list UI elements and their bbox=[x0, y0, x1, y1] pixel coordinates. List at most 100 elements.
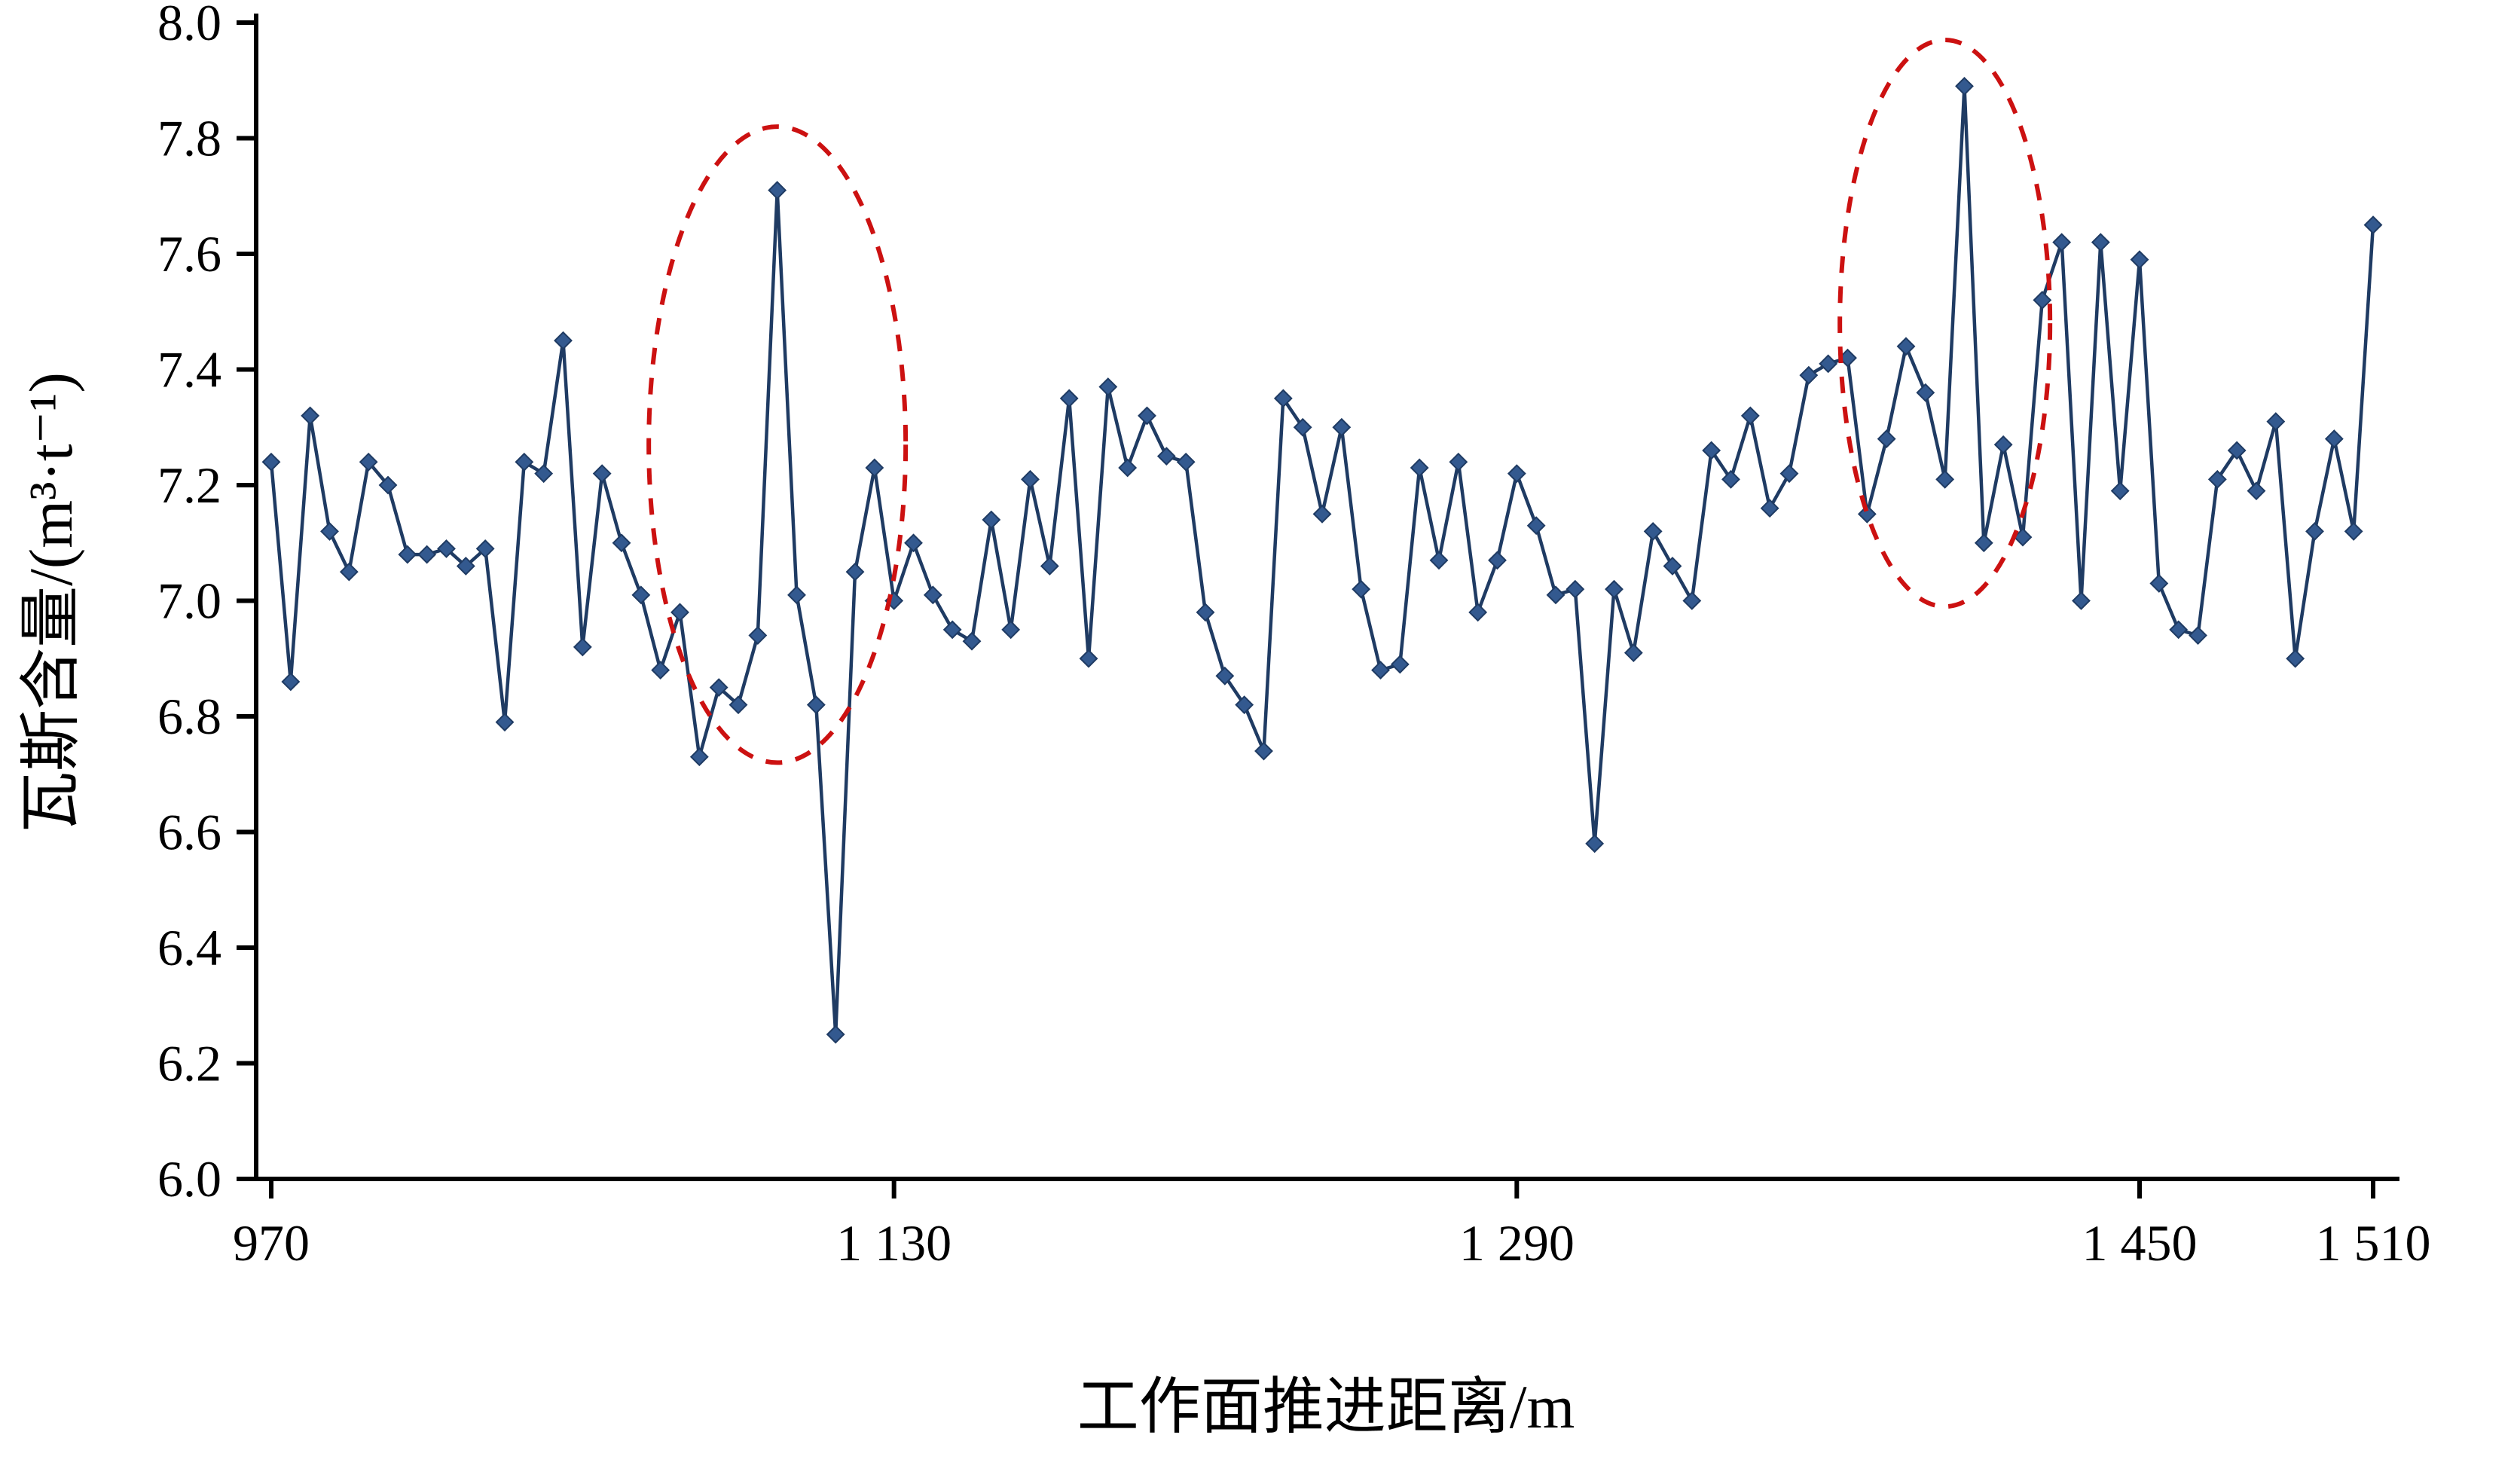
data-point-marker bbox=[2266, 412, 2286, 431]
data-point-marker bbox=[1526, 516, 1546, 536]
data-point-marker bbox=[2033, 290, 2052, 310]
data-point-marker bbox=[1702, 441, 1721, 460]
data-point-marker bbox=[2169, 620, 2189, 640]
y-tick-label: 6.6 bbox=[157, 804, 221, 861]
data-point-marker bbox=[456, 557, 475, 576]
data-point-marker bbox=[1605, 579, 1624, 599]
data-point-marker bbox=[1021, 469, 1040, 489]
data-point-marker bbox=[281, 672, 301, 692]
data-point-marker bbox=[1507, 464, 1526, 484]
data-point-marker bbox=[748, 626, 768, 645]
y-tick-label: 6.2 bbox=[157, 1035, 221, 1092]
data-point-marker bbox=[1371, 661, 1390, 680]
data-point-marker bbox=[1040, 557, 1059, 576]
data-point-marker bbox=[1410, 458, 1429, 478]
data-point-marker bbox=[1819, 354, 1838, 374]
y-tick-label: 6.0 bbox=[157, 1150, 221, 1208]
data-point-marker bbox=[592, 464, 612, 484]
data-point-marker bbox=[631, 585, 651, 605]
data-point-marker bbox=[320, 521, 339, 541]
data-point-marker bbox=[378, 475, 398, 495]
data-point-marker bbox=[1079, 649, 1098, 668]
highlight-ellipses bbox=[646, 38, 2053, 765]
x-tick-label: 1 130 bbox=[836, 1214, 952, 1272]
data-point-marker bbox=[1993, 435, 2013, 454]
data-point-marker bbox=[1682, 591, 1702, 610]
y-axis-title: 瓦斯含量/(m³·t⁻¹) bbox=[17, 372, 85, 833]
data-point-marker bbox=[475, 539, 495, 558]
y-tick-label: 7.6 bbox=[157, 225, 221, 282]
y-tick-label: 7.4 bbox=[157, 341, 221, 398]
data-point-marker bbox=[1779, 464, 1799, 484]
data-point-marker bbox=[1156, 447, 1176, 466]
anomaly-ellipse bbox=[646, 124, 909, 765]
data-point-marker bbox=[1429, 551, 1449, 570]
data-point-marker bbox=[709, 678, 729, 698]
data-point-marker bbox=[1196, 603, 1215, 622]
data-point-marker bbox=[1059, 389, 1079, 408]
data-point-marker bbox=[1721, 469, 1740, 489]
data-point-marker bbox=[417, 545, 437, 564]
anomaly-ellipse bbox=[1837, 38, 2053, 609]
x-tick-label: 1 510 bbox=[2316, 1214, 2431, 1272]
data-point-marker bbox=[1916, 383, 1935, 402]
y-tick-label: 7.2 bbox=[157, 456, 221, 514]
data-point-marker bbox=[845, 562, 865, 582]
data-point-marker bbox=[787, 585, 806, 605]
x-tick-label: 1 290 bbox=[1459, 1214, 1575, 1272]
data-point-marker bbox=[651, 661, 670, 680]
data-point-marker bbox=[1799, 365, 1819, 385]
data-point-marker bbox=[904, 533, 923, 553]
data-point-marker bbox=[398, 545, 417, 564]
data-point-marker bbox=[1565, 579, 1585, 599]
data-point-marker bbox=[1098, 377, 1118, 396]
x-tick-label: 1 450 bbox=[2082, 1214, 2198, 1272]
data-point-marker bbox=[261, 452, 281, 472]
data-point-marker bbox=[1332, 417, 1352, 437]
chart-render-root: 6.0 6.2 6.4 6.6 6.8 7.0 7.2 7.4 7.6 7.8 8.0 970 1 13… bbox=[157, 0, 2431, 1272]
data-point-marker bbox=[339, 562, 359, 582]
data-point-marker bbox=[2052, 233, 2072, 252]
data-point-marker bbox=[495, 713, 515, 732]
data-point-marker bbox=[1663, 557, 1682, 576]
y-tick-label: 6.8 bbox=[157, 688, 221, 745]
y-tick-label: 6.4 bbox=[157, 919, 221, 976]
data-point-marker bbox=[2305, 521, 2324, 541]
data-point-marker bbox=[1643, 521, 1663, 541]
data-point-marker bbox=[301, 406, 320, 426]
data-point-marker bbox=[1896, 337, 1916, 356]
data-point-marker bbox=[982, 510, 1001, 530]
data-point-marker bbox=[573, 637, 592, 657]
data-point-marker bbox=[2324, 429, 2344, 449]
data-point-marker bbox=[2207, 469, 2227, 489]
data-point-marker bbox=[1293, 417, 1312, 437]
data-point-marker bbox=[2363, 215, 2383, 235]
x-tick-label: 970 bbox=[233, 1214, 310, 1272]
series-line bbox=[269, 84, 2375, 1037]
data-point-marker bbox=[1176, 452, 1196, 472]
data-point-marker bbox=[534, 464, 554, 484]
data-point-marker bbox=[1273, 389, 1293, 408]
data-point-marker bbox=[1001, 620, 1021, 640]
data-point-marker bbox=[2247, 481, 2266, 501]
data-point-marker bbox=[1449, 452, 1468, 472]
data-point-marker bbox=[2130, 250, 2149, 270]
data-point-marker bbox=[2189, 626, 2207, 645]
data-point-marker bbox=[1138, 406, 1156, 426]
data-point-marker bbox=[612, 533, 631, 553]
data-point-marker bbox=[1935, 469, 1955, 489]
data-point-marker bbox=[2286, 649, 2305, 668]
data-point-marker bbox=[2227, 441, 2247, 460]
data-point-marker bbox=[962, 631, 982, 651]
data-point-marker bbox=[1546, 585, 1565, 605]
y-tick-label: 7.8 bbox=[157, 110, 221, 167]
data-point-marker bbox=[826, 1024, 845, 1044]
data-point-marker bbox=[1740, 406, 1760, 426]
data-point-marker bbox=[1118, 458, 1138, 478]
data-point-marker bbox=[865, 458, 884, 478]
data-point-marker bbox=[437, 539, 456, 558]
data-point-marker bbox=[1488, 551, 1507, 570]
data-point-marker bbox=[923, 585, 942, 605]
data-point-marker bbox=[1857, 504, 1877, 524]
